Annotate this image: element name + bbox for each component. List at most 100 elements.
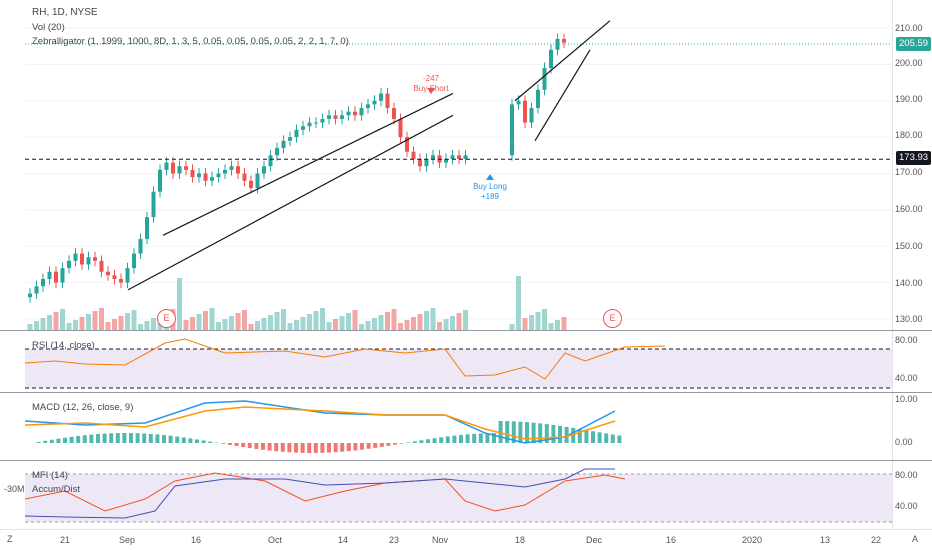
macd-histogram-bar <box>498 421 503 443</box>
candle-body <box>294 129 299 138</box>
volume-bar <box>555 320 560 330</box>
candle-body <box>262 166 266 174</box>
mfi-tick: 40.00 <box>895 501 918 511</box>
candle-body <box>151 191 156 218</box>
volume-bar <box>183 320 189 330</box>
legend-zebralligator[interactable]: Zebralligator (1, 1999, 1000, 8D, 1, 3, … <box>32 36 349 47</box>
volume-bar <box>86 314 91 330</box>
pane-separator[interactable] <box>0 392 932 393</box>
price-tick: 160.00 <box>895 204 923 214</box>
volume-bar <box>430 308 436 330</box>
volume-bar <box>144 321 150 330</box>
candle-body <box>275 148 279 156</box>
price-tick: 170.00 <box>895 167 923 177</box>
volume-bar <box>79 317 85 330</box>
volume-bar <box>307 314 312 330</box>
macd-histogram-bar <box>69 436 74 443</box>
volume-bar <box>548 323 554 330</box>
legend-accum-dist[interactable]: Accum/Dist <box>32 484 81 495</box>
macd-histogram-bar <box>327 443 331 453</box>
price-chart <box>25 20 892 330</box>
hline-price-tag[interactable]: 173.93 <box>896 151 932 165</box>
price-pane[interactable] <box>25 0 892 330</box>
volume-bar <box>365 321 371 330</box>
macd-histogram-bar <box>459 434 463 443</box>
volume-bar <box>125 313 130 330</box>
volume-bar <box>417 314 423 330</box>
candle-body <box>444 158 448 163</box>
macd-histogram-bar <box>89 434 94 443</box>
price-axis[interactable] <box>892 0 932 330</box>
volume-bar <box>216 322 221 330</box>
time-label: 18 <box>514 535 526 545</box>
earnings-marker[interactable]: E <box>603 309 622 328</box>
macd-histogram-bar <box>320 443 325 453</box>
macd-histogram-bar <box>492 433 496 443</box>
volume-bar <box>138 324 143 330</box>
legend-mfi[interactable]: MFI (14) <box>32 470 68 481</box>
candle-body <box>197 173 201 178</box>
macd-histogram-bar <box>241 443 246 448</box>
volume-bar <box>255 321 260 330</box>
legend-vol[interactable]: Vol (20) <box>32 22 65 33</box>
earnings-marker[interactable]: E <box>157 309 176 328</box>
macd-histogram-bar <box>571 427 576 443</box>
macd-histogram-bar <box>261 443 265 450</box>
candle-body <box>314 122 318 124</box>
macd-histogram-bar <box>307 443 312 453</box>
macd-histogram-bar <box>122 433 127 443</box>
candle-body <box>67 260 71 269</box>
volume-bar <box>73 320 78 330</box>
pane-separator <box>0 529 932 530</box>
legend-rsi[interactable]: RSI (14, close) <box>32 340 95 351</box>
rsi-pane[interactable] <box>25 331 892 392</box>
candle-body <box>549 49 553 69</box>
pane-separator[interactable] <box>0 460 932 461</box>
candle-body <box>463 155 468 159</box>
pane-separator[interactable] <box>0 330 932 331</box>
candle-body <box>177 166 182 174</box>
macd-histogram-bar <box>393 443 397 445</box>
macd-histogram-bar <box>426 439 430 443</box>
macd-histogram-bar <box>195 439 199 443</box>
long-pnl-label: +189 <box>480 192 500 201</box>
candle-body <box>171 162 175 174</box>
volume-bar <box>112 319 117 330</box>
macd-histogram-bar <box>313 443 318 453</box>
macd-histogram-bar <box>208 441 213 443</box>
macd-histogram-bar <box>254 443 259 449</box>
macd-pane[interactable] <box>25 393 892 460</box>
candle-body <box>93 257 97 261</box>
rsi-axis[interactable] <box>892 331 932 392</box>
mfi-pane[interactable] <box>25 461 892 529</box>
macd-histogram-bar <box>148 433 153 443</box>
candle-body <box>327 115 331 119</box>
macd-histogram-bar <box>610 434 615 443</box>
macd-histogram-bar <box>49 439 54 443</box>
macd-histogram-bar <box>129 433 133 443</box>
candle-body <box>510 104 514 156</box>
macd-histogram-bar <box>346 443 351 452</box>
legend-symbol[interactable]: RH, 1D, NYSE <box>32 7 98 18</box>
trend-line-upper <box>162 92 454 236</box>
time-axis[interactable] <box>0 530 932 550</box>
macd-line <box>25 400 616 444</box>
candle-body <box>542 68 547 90</box>
macd-histogram-bar <box>525 422 529 443</box>
candle-body <box>184 166 188 170</box>
macd-histogram-bar <box>300 443 305 453</box>
macd-histogram-bar <box>531 422 536 443</box>
candle-body <box>562 38 566 43</box>
macd-histogram-bar <box>76 435 81 443</box>
candle-body <box>398 118 403 138</box>
auto-scale-button[interactable]: A <box>912 534 919 544</box>
macd-histogram-bar <box>544 424 549 443</box>
legend-macd[interactable]: MACD (12, 26, close, 9) <box>32 402 134 413</box>
volume-bar <box>268 315 273 330</box>
macd-histogram-bar <box>142 433 147 443</box>
mfi-axis[interactable] <box>892 461 932 529</box>
zoom-button[interactable]: Z <box>7 534 13 544</box>
candle-body <box>54 271 58 283</box>
macd-tick: 10.00 <box>895 394 918 404</box>
macd-axis[interactable] <box>892 393 932 460</box>
